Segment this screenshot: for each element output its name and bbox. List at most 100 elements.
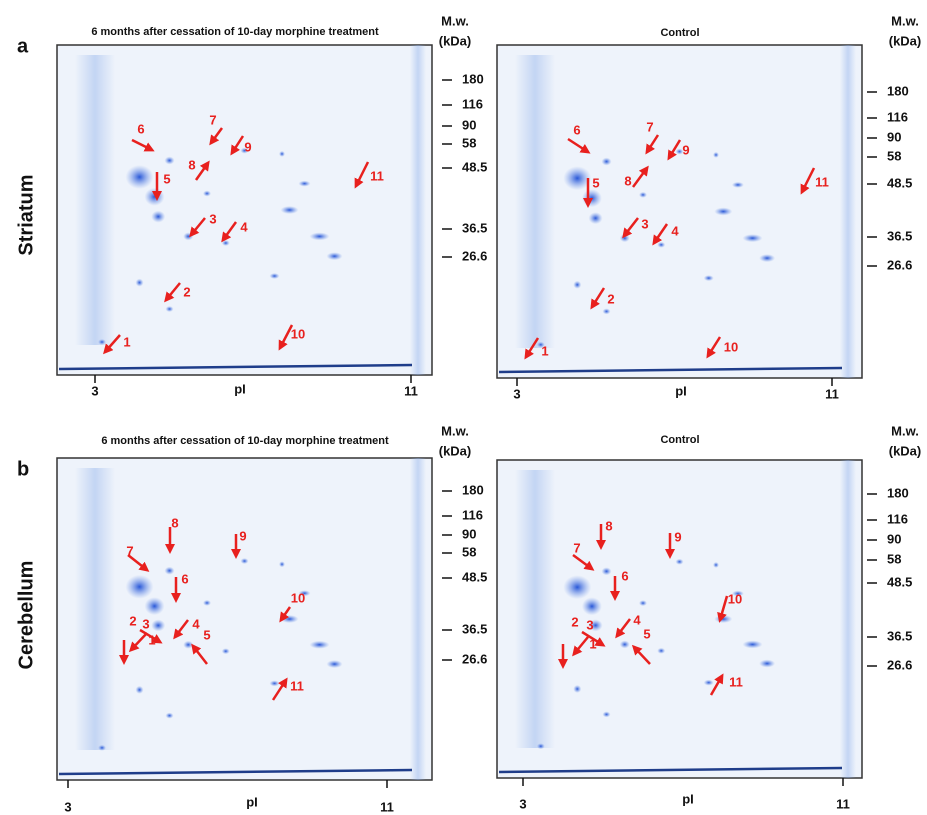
gel-spot (759, 254, 776, 263)
gel-spot (657, 647, 666, 654)
gel-spot (144, 597, 165, 616)
panel-letter: a (17, 35, 29, 57)
spot-label: 5 (163, 171, 170, 186)
panel-letter: b (17, 458, 29, 480)
gel-streak (410, 458, 426, 780)
gel-spot (675, 558, 684, 565)
gel-spot (601, 567, 612, 576)
gel-spot (619, 640, 630, 649)
mw-label: 26.6 (462, 651, 487, 666)
spot-label: 6 (137, 121, 144, 136)
spot-arrow (173, 619, 189, 640)
spot-arrow (572, 553, 595, 571)
mw-label: 116 (462, 507, 483, 522)
gel-spot (573, 684, 582, 693)
gel-spot (221, 240, 230, 246)
gel-spot (601, 157, 612, 166)
spot-label: 7 (209, 112, 216, 127)
mw-label: 48.5 (462, 159, 487, 174)
gel (56, 44, 433, 376)
spot-arrow (615, 618, 631, 639)
gel-spot (703, 275, 714, 282)
gel-spot (298, 590, 311, 597)
gel-spot (203, 190, 211, 197)
mw-label: 26.6 (462, 248, 487, 263)
gel-panel (56, 457, 433, 781)
spot-label: 4 (240, 219, 248, 234)
gel (56, 457, 433, 781)
spot-arrow (706, 336, 722, 359)
mw-label: 90 (887, 531, 901, 546)
gel-spot (639, 600, 647, 607)
spot-label: 11 (370, 168, 384, 183)
mw-label: 116 (887, 109, 908, 124)
gel-spot (125, 574, 154, 599)
gel-spot (657, 241, 666, 248)
mw-label: 48.5 (887, 574, 912, 589)
spot-arrow (164, 282, 181, 303)
gel-spot (279, 561, 285, 568)
spot-arrow (127, 554, 150, 572)
spot-label: 10 (291, 326, 305, 341)
mw-header: M.w. (891, 423, 919, 438)
spot-arrow (567, 137, 591, 154)
pi-label: pI (234, 381, 246, 396)
gel-spot (309, 640, 330, 649)
spot-label: 10 (728, 591, 742, 606)
mw-label: 26.6 (887, 657, 912, 672)
mw-label: 58 (887, 148, 901, 163)
spot-arrow (189, 217, 206, 238)
gel-panel (496, 459, 863, 779)
spot-label: 9 (674, 529, 681, 544)
spot-arrow (590, 287, 606, 310)
spot-label: 6 (181, 571, 188, 586)
gel-spot (164, 156, 175, 165)
spot-label: 7 (126, 543, 133, 558)
mw-label: 116 (462, 96, 483, 111)
gel-spot (183, 640, 194, 649)
spot-label: 3 (586, 617, 593, 632)
gel-panel (496, 44, 863, 379)
spot-arrow (278, 324, 294, 351)
spot-label: 6 (573, 122, 580, 137)
spot-label: 1 (541, 343, 548, 358)
spot-label: 2 (183, 284, 190, 299)
gel-spot (280, 206, 299, 214)
gel-spot (602, 308, 611, 315)
mw-label: 180 (887, 83, 909, 98)
spot-arrow (131, 138, 155, 152)
gel-spot (298, 180, 311, 187)
spot-arrow (354, 161, 370, 189)
gel-spot (714, 615, 733, 623)
spot-arrow (709, 673, 724, 696)
spot-arrow (524, 337, 540, 360)
gel-spot (203, 599, 211, 606)
mw-label: 36.5 (462, 621, 487, 636)
gel-spot (581, 189, 602, 208)
mw-label: 58 (462, 135, 476, 150)
gel (496, 44, 863, 379)
spot-arrow (139, 628, 163, 644)
spot-label: 3 (209, 211, 216, 226)
panel-title: 6 months after cessation of 10-day morph… (101, 435, 389, 447)
panel-title: 6 months after cessation of 10-day morph… (91, 26, 379, 38)
gel-spot (759, 659, 776, 668)
gel-spot (588, 619, 603, 632)
gel-spot (703, 679, 714, 686)
gel-spot (151, 619, 166, 632)
spot-arrow (631, 644, 651, 665)
gel-spot (279, 150, 285, 157)
spot-label: 11 (290, 678, 304, 693)
spot-label: 7 (573, 540, 580, 555)
row-label: Cerebellum (15, 561, 37, 670)
spot-label: 1 (589, 636, 596, 651)
panel-title: Control (660, 434, 699, 446)
gel-front (498, 766, 843, 774)
mw-header: (kDa) (889, 443, 922, 458)
mw-header: (kDa) (439, 33, 472, 48)
gel-spot (639, 191, 647, 198)
gel-spot (240, 558, 249, 565)
gel-panel (56, 44, 433, 376)
spot-arrow (572, 636, 589, 657)
spot-arrow (717, 595, 729, 623)
